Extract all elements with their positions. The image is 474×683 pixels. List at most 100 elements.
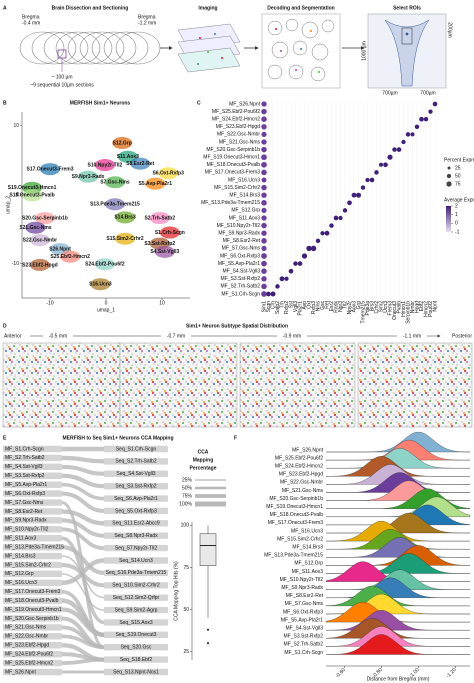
bregma-label: Bregma bbox=[138, 14, 156, 20]
source-box bbox=[3, 517, 62, 524]
target-label: Seq_S19.Onecut3 bbox=[116, 632, 157, 638]
ridge-label: MF_S20.Gsc-Serpinb1b bbox=[269, 496, 323, 502]
column-label: Scgn bbox=[266, 301, 272, 313]
ridge-label: MF_S16.Ucn3 bbox=[291, 528, 323, 534]
cluster-label: S3.Sst-Rxfp2 bbox=[144, 241, 175, 247]
dot bbox=[261, 215, 267, 221]
ridge bbox=[325, 585, 470, 607]
x-axis-label: Distance from Bregma (mm) bbox=[367, 676, 430, 682]
outlier bbox=[207, 642, 209, 645]
column-label: Rxfp2 bbox=[284, 301, 290, 314]
cluster-label: S2.Trh-Satb2 bbox=[144, 215, 175, 221]
ridge bbox=[326, 634, 470, 655]
step-title: Decoding and Segmentation bbox=[267, 5, 335, 11]
column-label: Pou6f2 bbox=[428, 301, 434, 317]
ridge-label: MF_S26.Npnt bbox=[292, 447, 323, 453]
column-label: Onecut3 bbox=[392, 301, 398, 320]
link bbox=[61, 607, 105, 637]
target-label: Seq_S16.Pde3a-Tmem215 bbox=[106, 570, 167, 576]
source-label: MF_S2.Trh-Satb2 bbox=[5, 455, 45, 461]
dot bbox=[261, 207, 267, 213]
source-box bbox=[3, 463, 62, 471]
direction-label: Anterior bbox=[4, 333, 22, 339]
section-image bbox=[2, 342, 121, 428]
colorbar-label: 0 bbox=[455, 221, 458, 227]
row-label: MF_S17.Onecut3-Frem3 bbox=[205, 170, 261, 176]
target-label: Seq_S5.Oxt-Rxfp3 bbox=[115, 508, 157, 514]
row-label: MF_S10.Npy2r-Tll2 bbox=[217, 223, 261, 229]
source-box bbox=[3, 579, 62, 586]
dot bbox=[261, 108, 267, 115]
step-title: Select ROIs bbox=[393, 5, 421, 11]
source-label: MF_S17.Onecut3-Frem3 bbox=[5, 589, 61, 595]
y-axis-label: umap_2 bbox=[5, 196, 11, 214]
x-tick-label: -0.60 bbox=[335, 667, 347, 679]
step-title: Brain Dissection and Sectioning bbox=[52, 5, 129, 11]
source-box bbox=[3, 615, 62, 622]
colorbar bbox=[446, 206, 451, 232]
column-label: Gsc bbox=[320, 301, 326, 310]
dot bbox=[419, 116, 424, 122]
dot bbox=[396, 147, 402, 152]
cluster-cloud bbox=[40, 163, 60, 176]
legend-title: Percentage bbox=[190, 465, 217, 471]
ridge-label: MF_S14.Brs3 bbox=[292, 545, 323, 551]
legend-title: CCA bbox=[198, 449, 209, 455]
dot bbox=[261, 124, 267, 130]
column-label: Nmbr bbox=[410, 301, 416, 314]
ridge-label: MF_S17.Onecut3-Frem3 bbox=[268, 520, 324, 526]
dot bbox=[261, 230, 267, 236]
column-label: Oxt bbox=[306, 300, 312, 308]
dot bbox=[261, 161, 267, 168]
panel-title: Sim1+ Neuron Subtype Spatial Distributio… bbox=[186, 323, 288, 329]
row-label: MF_S14.Brs3 bbox=[229, 193, 260, 199]
dot bbox=[261, 154, 267, 161]
link bbox=[61, 527, 105, 550]
ridge-label: MF_S7.Gsc-Nms bbox=[285, 601, 324, 607]
target-label: Seq_S18.Ebf2 bbox=[120, 657, 152, 663]
cluster-cloud bbox=[94, 258, 115, 271]
row-label: MF_S9.Npr3-Radx bbox=[218, 231, 260, 237]
target-label: Seq_S14.Ucn3 bbox=[119, 558, 153, 564]
source-label: MF_S4.Sst-Vgll3 bbox=[5, 464, 43, 470]
target-box bbox=[104, 495, 168, 502]
roi-dim: 700µm bbox=[382, 90, 397, 96]
panel-letter: B bbox=[3, 100, 7, 106]
target-box bbox=[104, 668, 168, 676]
target-label: Seq_S20.Gsc bbox=[121, 645, 152, 651]
source-box bbox=[3, 543, 62, 551]
cluster-label: S4.Sst-Vgll3 bbox=[150, 249, 179, 255]
dot bbox=[261, 139, 267, 145]
cluster-cloud bbox=[90, 278, 111, 291]
outlier bbox=[207, 628, 209, 631]
source-label: MF_S22.Gsc-Nmbr bbox=[5, 634, 48, 640]
ridge-label: MF_S2.Trh-Satb2 bbox=[283, 642, 323, 648]
cluster-cloud bbox=[29, 258, 50, 271]
source-label: MF_S23.Ebf2-Hpgd bbox=[5, 643, 49, 649]
cluster-cloud bbox=[29, 234, 50, 247]
row-label: MF_S5.Avp-Pla2r1 bbox=[218, 261, 260, 267]
x-axis-label: umap_1 bbox=[97, 307, 115, 313]
column-label: Brs3 bbox=[369, 301, 375, 312]
row-label: MF_S11.Aox3 bbox=[229, 215, 261, 221]
target-box bbox=[104, 619, 168, 626]
row-label: MF_S25.Ebf2-Pou6f2 bbox=[212, 109, 260, 115]
dot bbox=[410, 132, 415, 137]
row-label: MF_S21.Gsc-Nms bbox=[219, 139, 261, 145]
column-label: Pla2r1 bbox=[297, 301, 303, 316]
cluster-label: S17.Onecut3-Frem3 bbox=[27, 167, 74, 173]
y-tick-label: 50 bbox=[183, 607, 189, 613]
cluster-label: S20.Gsc-Serpinb1b bbox=[22, 215, 68, 221]
cluster-cloud bbox=[159, 226, 180, 239]
target-label: Seq_S2.Trh-Satb2 bbox=[115, 459, 156, 465]
cluster-label: S16.Ucn3 bbox=[89, 282, 112, 288]
target-label: Seq_S6.Avp-Pla2r1 bbox=[114, 496, 158, 502]
y-tick-label: -10 bbox=[12, 261, 19, 267]
column-label: Ebf2 bbox=[419, 301, 425, 312]
target-label: Seq_S12.Sim2-Qrfpr bbox=[113, 595, 160, 601]
row-label: MF_S13.Pde3a-Tmem215 bbox=[201, 200, 260, 206]
cluster-cloud bbox=[130, 157, 151, 170]
ridge bbox=[326, 569, 470, 590]
source-box bbox=[3, 445, 62, 453]
